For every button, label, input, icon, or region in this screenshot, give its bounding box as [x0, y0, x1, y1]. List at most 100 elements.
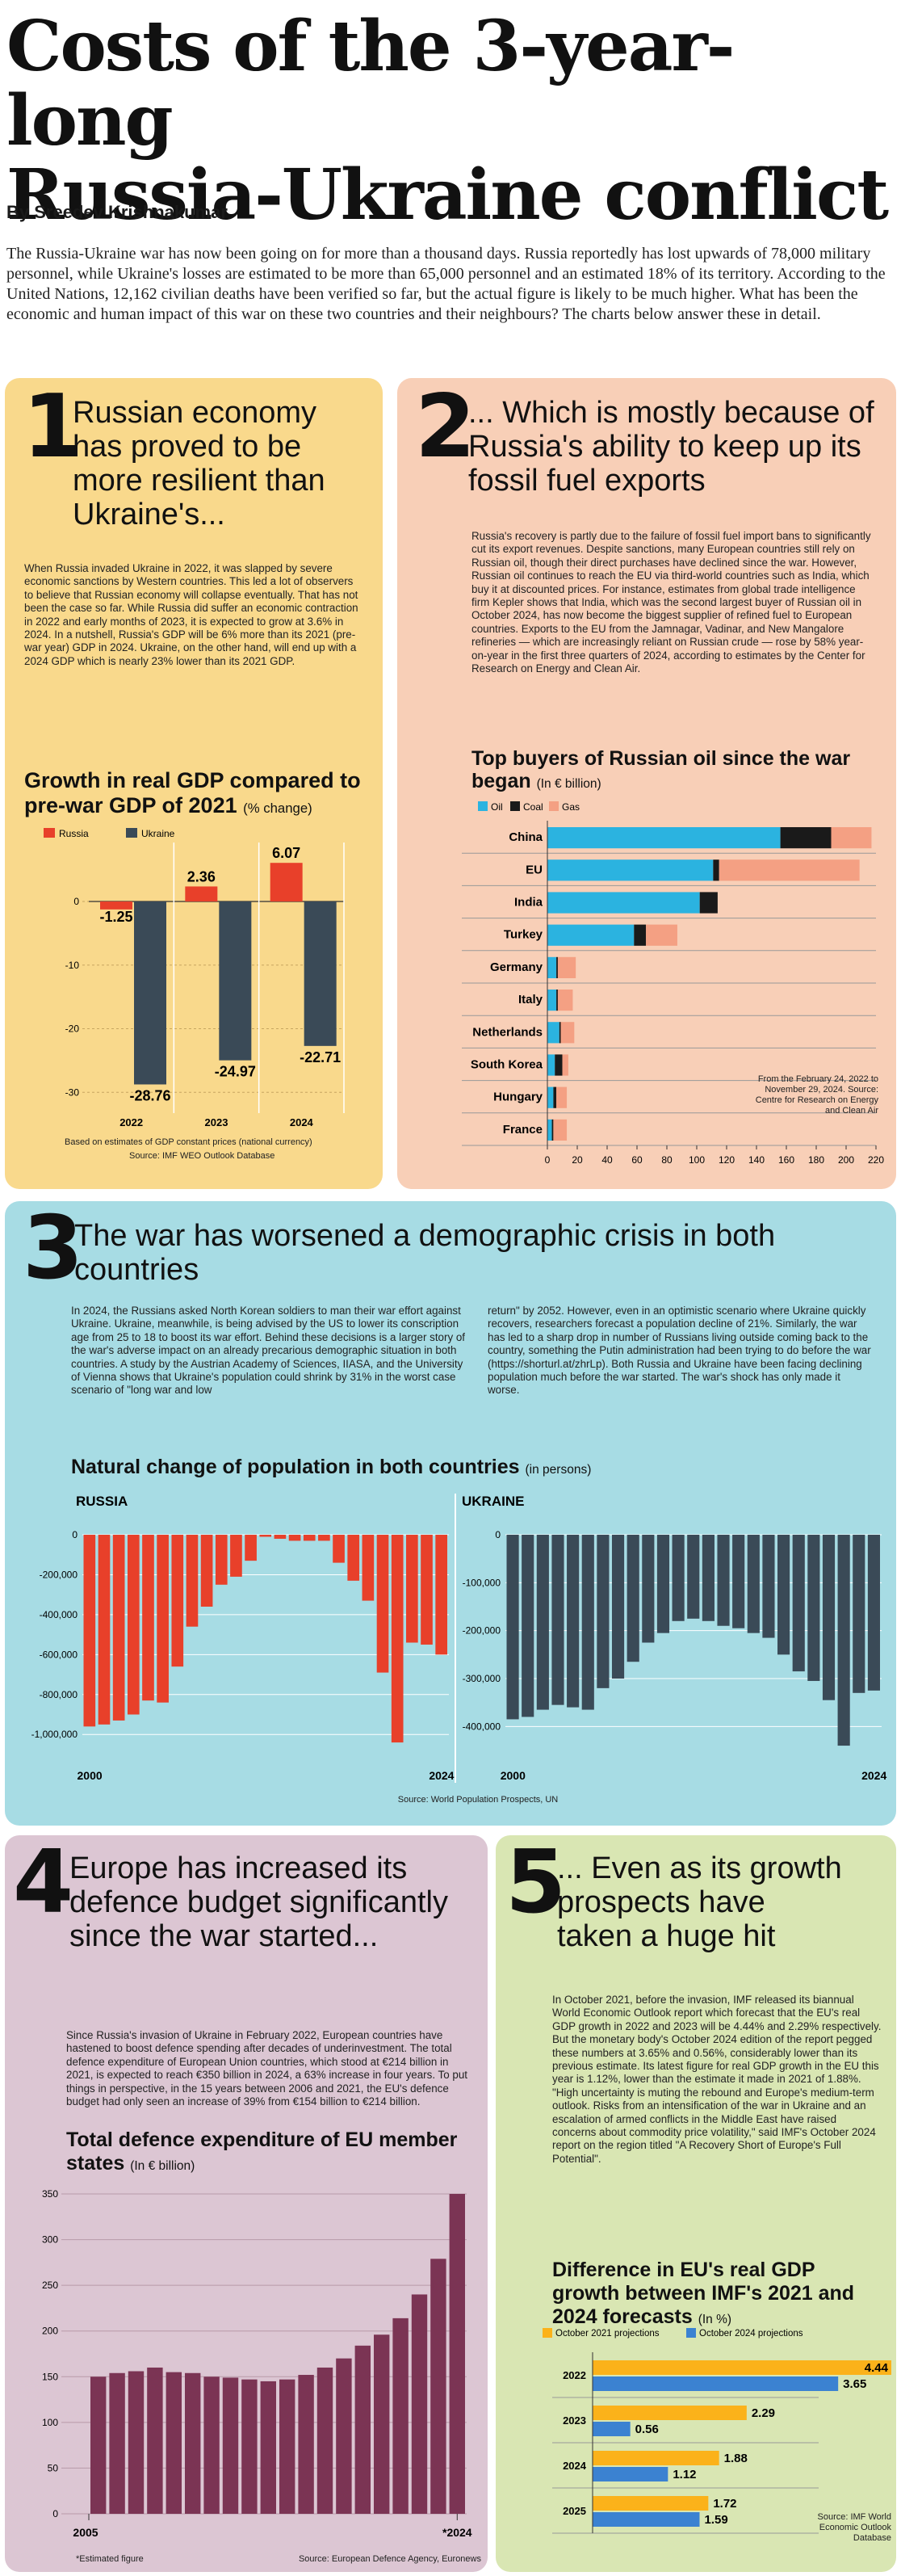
bar-coal — [555, 1054, 563, 1076]
category-label: EU — [526, 863, 543, 876]
bar-russia — [185, 886, 218, 901]
x-tick-label: 160 — [778, 1154, 794, 1166]
section-body-right: return" by 2052. However, even in an opt… — [488, 1305, 871, 1397]
category-label: Netherlands — [472, 1025, 543, 1039]
section-headline: The war has worsened a demographic crisi… — [74, 1219, 776, 1287]
x-tick-label: 2000 — [78, 1769, 103, 1782]
x-tick-label: 0 — [545, 1154, 551, 1166]
bar-year — [109, 2372, 125, 2514]
x-tick-label: 40 — [601, 1154, 613, 1166]
bar-oil — [547, 1086, 554, 1108]
category-label: India — [514, 896, 543, 910]
bar-year — [435, 1535, 447, 1655]
legend-swatch — [44, 828, 55, 838]
bar-oct-2024 — [593, 2512, 700, 2527]
bar-coal — [559, 1022, 561, 1044]
bar-gas — [557, 990, 573, 1011]
bar-ukraine — [219, 901, 252, 1061]
x-tick-label: 2000 — [501, 1769, 526, 1782]
bar-oct-2024 — [593, 2467, 668, 2481]
x-tick-label: 120 — [719, 1154, 735, 1166]
bar-ukraine — [304, 901, 337, 1046]
legend-label: Gas — [562, 801, 580, 813]
bar-year — [200, 1535, 213, 1607]
y-tick-label: -800,000 — [40, 1689, 78, 1700]
bar-year — [127, 1535, 140, 1715]
y-tick-label: -400,000 — [40, 1609, 78, 1620]
x-tick-label: 2024 — [429, 1769, 454, 1782]
y-tick-label: -200,000 — [463, 1625, 501, 1637]
bar-oil — [547, 892, 700, 914]
bar-oil — [547, 827, 781, 849]
bar-oil — [547, 990, 557, 1011]
data-label: 0.56 — [635, 2423, 659, 2436]
panel-title: UKRAINE — [462, 1494, 524, 1509]
bar-year — [318, 1535, 330, 1541]
chart-title-text: Growth in real GDP compared to pre-war G… — [24, 768, 361, 817]
y-tick-label: 300 — [42, 2234, 58, 2246]
y-tick-label: 100 — [42, 2417, 58, 2428]
legend-label: Ukraine — [141, 828, 175, 839]
bar-year — [166, 2372, 182, 2514]
bar-gas — [557, 956, 576, 978]
legend-swatch — [543, 2328, 552, 2338]
title-line-2: Russia-Ukraine conflict — [6, 154, 889, 236]
section-body: Russia's recovery is partly due to the f… — [471, 530, 871, 675]
bar-year — [807, 1535, 820, 1681]
category-label: China — [509, 830, 543, 844]
bar-year — [215, 1535, 228, 1585]
x-tick-label: 2024 — [861, 1769, 886, 1782]
x-tick-label: 140 — [748, 1154, 765, 1166]
section-number: 1 — [23, 376, 84, 477]
category-label: Germany — [490, 960, 543, 974]
bar-oct-2021 — [593, 2360, 891, 2375]
y-tick-label: -20 — [65, 1023, 80, 1035]
bar-year — [185, 2372, 201, 2514]
y-tick-label: -400,000 — [463, 1721, 501, 1732]
bar-russia — [270, 863, 303, 901]
bar-year — [171, 1535, 184, 1667]
bar-year — [567, 1535, 580, 1708]
x-tick-label: 100 — [689, 1154, 705, 1166]
category-label: South Korea — [471, 1058, 543, 1072]
y-tick-label: 0 — [495, 1529, 501, 1540]
bar-year — [203, 2376, 220, 2514]
data-label: 1.12 — [673, 2468, 696, 2481]
section-body: When Russia invaded Ukraine in 2022, it … — [24, 562, 358, 667]
bar-year — [551, 1535, 564, 1705]
bar-oct-2024 — [593, 2376, 839, 2391]
chart-footnote: *Estimated figure — [76, 2554, 144, 2564]
y-tick-label: 200 — [42, 2326, 58, 2337]
bar-ukraine — [134, 901, 166, 1085]
legend-label: October 2024 projections — [699, 2329, 803, 2339]
bar-year — [672, 1535, 685, 1621]
bar-year — [260, 2381, 276, 2514]
bar-oil — [547, 1022, 559, 1044]
y-tick-label: -600,000 — [40, 1649, 78, 1660]
y-tick-label: -300,000 — [463, 1673, 501, 1684]
data-label: -28.76 — [129, 1087, 170, 1103]
bar-year — [411, 2294, 428, 2514]
bar-year — [90, 2376, 107, 2514]
bar-year — [717, 1535, 730, 1626]
bar-coal — [553, 1086, 557, 1108]
oil-buyers-chart: Oil Coal Gas China EU India Turkey Germany Italy… — [462, 801, 884, 1166]
section-body-left: In 2024, the Russians asked North Korean… — [71, 1305, 466, 1397]
intro-paragraph: The Russia-Ukraine war has now been goin… — [6, 245, 886, 323]
bar-gas — [831, 827, 872, 849]
data-label: 2.36 — [187, 868, 216, 885]
section-headline: Europe has increased its defence budget … — [69, 1851, 448, 1953]
category-label: 2025 — [563, 2505, 586, 2517]
x-tick-label: 2023 — [205, 1116, 228, 1128]
category-label: Hungary — [493, 1090, 543, 1104]
bar-oct-2021 — [593, 2406, 747, 2420]
legend-swatch — [478, 801, 488, 811]
eu-gdp-forecast-chart: October 2021 projections October 2024 pro… — [543, 2328, 891, 2534]
bar-gas — [646, 924, 677, 946]
bar-year — [98, 1535, 111, 1725]
bar-coal — [634, 924, 647, 946]
x-tick-label: 60 — [631, 1154, 643, 1166]
bar-year — [822, 1535, 836, 1700]
chart-title-text: Top buyers of Russian oil since the war … — [471, 747, 851, 792]
chart-unit: (In € billion) — [130, 2159, 195, 2173]
